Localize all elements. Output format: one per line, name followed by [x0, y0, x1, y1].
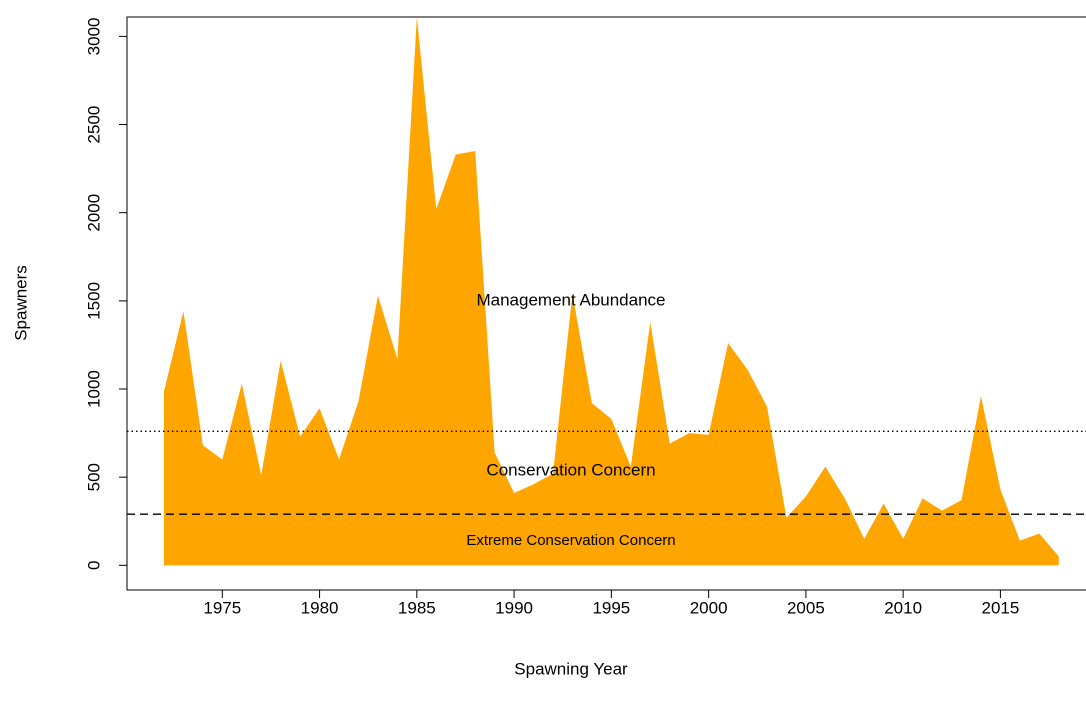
- x-tick-label: 1995: [592, 598, 630, 617]
- y-axis-label: Spawners: [11, 265, 30, 341]
- y-tick-label: 500: [84, 463, 103, 491]
- y-tick-label: 1000: [84, 370, 103, 408]
- y-tick-label: 0: [84, 561, 103, 570]
- x-tick-label: 2005: [787, 598, 825, 617]
- x-tick-label: 1990: [495, 598, 533, 617]
- y-tick-label: 2000: [84, 194, 103, 232]
- y-tick-label: 2500: [84, 106, 103, 144]
- x-tick-label: 1985: [398, 598, 436, 617]
- annotation: Extreme Conservation Concern: [466, 532, 675, 549]
- x-tick-label: 2000: [690, 598, 728, 617]
- area: [163, 17, 1059, 566]
- annotation: Conservation Concern: [486, 460, 655, 479]
- x-tick-label: 1980: [301, 598, 339, 617]
- y-tick-label: 3000: [84, 17, 103, 55]
- x-axis-label: Spawning Year: [514, 659, 628, 678]
- x-tick-label: 2015: [981, 598, 1019, 617]
- x-tick-label: 2010: [884, 598, 922, 617]
- y-tick-label: 1500: [84, 282, 103, 320]
- plot-frame: [126, 16, 1086, 591]
- annotation: Management Abundance: [476, 290, 665, 309]
- x-tick-label: 1975: [203, 598, 241, 617]
